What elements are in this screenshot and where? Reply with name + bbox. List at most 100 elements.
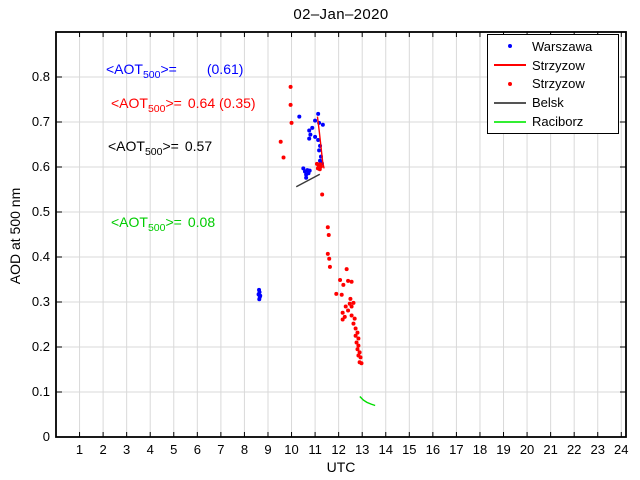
series-line-strzyzow <box>316 116 325 169</box>
data-point-warszawa <box>317 148 322 153</box>
y-tick-label: 0.6 <box>32 159 50 174</box>
aot-annotation-text: <AOT <box>111 95 148 111</box>
aot-annotation-text: 500 <box>147 221 166 234</box>
x-tick-label: 21 <box>543 442 557 457</box>
data-point-strzyzow <box>355 330 360 335</box>
data-point-strzyzow <box>318 164 323 169</box>
data-point-strzyzow <box>356 336 361 341</box>
y-tick-label: 0.2 <box>32 339 50 354</box>
aot-annotation-text: >= <box>162 138 179 154</box>
legend-marker <box>508 44 512 49</box>
x-tick-label: 17 <box>449 442 463 457</box>
aot-annotation-text: 0.64 (0.35) <box>187 95 256 111</box>
legend-item-strzyzow: Strzyzow <box>488 56 618 74</box>
data-point-warszawa <box>313 118 318 123</box>
data-point-strzyzow <box>288 102 293 107</box>
data-point-strzyzow <box>340 317 345 322</box>
data-point-strzyzow <box>357 350 362 355</box>
x-tick-label: 8 <box>241 442 248 457</box>
data-point-warszawa <box>316 138 321 142</box>
data-point-warszawa <box>304 175 309 180</box>
data-point-strzyzow <box>358 355 363 360</box>
data-point-strzyzow <box>338 277 343 282</box>
x-tick-label: 3 <box>123 442 130 457</box>
aot-annotation-text: >= <box>165 214 182 230</box>
data-point-strzyzow <box>346 308 351 313</box>
data-point-strzyzow <box>327 264 332 269</box>
data-point-strzyzow <box>354 340 359 345</box>
aot-annotation-warszawa: <AOT500>= (0.61) <box>106 61 243 81</box>
legend-marker <box>508 81 512 86</box>
data-point-strzyzow <box>344 267 349 272</box>
data-point-strzyzow <box>352 316 357 321</box>
data-point-strzyzow <box>349 313 354 318</box>
data-point-warszawa <box>320 122 325 127</box>
legend-label: Warszawa <box>532 38 593 54</box>
data-point-strzyzow <box>325 251 330 256</box>
aot-annotation-text: 0.08 <box>187 214 216 230</box>
x-axis-label: UTC <box>326 459 356 475</box>
aot-annotation-strzyzow: <AOT500>= 0.64 (0.35) <box>111 95 256 115</box>
x-tick-label: 18 <box>473 442 487 457</box>
aot-annotation-belsk: <AOT500>= 0.57 <box>108 138 212 158</box>
line-sample-icon <box>488 64 532 67</box>
aot-annotation-text: 500 <box>142 68 161 81</box>
chart-title: 02–Jan–2020 <box>293 6 389 23</box>
x-tick-label: 6 <box>194 442 201 457</box>
data-point-warszawa <box>257 290 262 295</box>
legend-label: Belsk <box>532 95 564 111</box>
data-point-warszawa <box>301 166 306 171</box>
line-sample-icon <box>488 101 532 104</box>
data-point-strzyzow <box>349 279 354 284</box>
data-point-warszawa <box>310 125 315 130</box>
x-tick-label: 12 <box>331 442 345 457</box>
x-tick-label: 9 <box>264 442 271 457</box>
data-point-strzyzow <box>359 361 364 366</box>
y-tick-label: 0.4 <box>32 249 50 264</box>
data-point-warszawa <box>308 132 313 137</box>
data-point-strzyzow <box>351 300 356 305</box>
y-tick-label: 0.5 <box>32 204 50 219</box>
aot-annotation-text: >= <box>165 95 182 111</box>
data-point-warszawa <box>307 168 312 173</box>
x-tick-label: 16 <box>426 442 440 457</box>
data-point-warszawa <box>307 128 312 133</box>
dot-marker-icon <box>488 44 532 49</box>
data-point-strzyzow <box>342 314 347 319</box>
x-tick-label: 7 <box>217 442 224 457</box>
aot-annotation-text: 500 <box>144 145 163 158</box>
data-point-strzyzow <box>339 292 344 297</box>
legend-label: Strzyzow <box>532 57 585 73</box>
data-point-strzyzow <box>356 343 361 348</box>
dot-marker-icon <box>488 81 532 86</box>
x-tick-label: 14 <box>379 442 393 457</box>
aot-annotation-text: (0.61) <box>206 61 244 77</box>
data-point-strzyzow <box>326 232 331 237</box>
axes-border <box>55 31 627 438</box>
aot-annotation-text: <AOT <box>108 138 145 154</box>
data-point-warszawa <box>257 297 262 302</box>
data-point-strzyzow <box>348 296 353 301</box>
data-point-warszawa <box>316 111 321 116</box>
x-tick-label: 13 <box>355 442 369 457</box>
data-point-strzyzow <box>327 256 332 261</box>
series-line-belsk <box>295 173 321 188</box>
data-point-strzyzow <box>353 333 358 338</box>
legend-item-warszawa: Warszawa <box>488 37 618 55</box>
line-sample-icon <box>488 120 532 123</box>
x-tick-label: 5 <box>170 442 177 457</box>
data-point-strzyzow <box>289 120 294 125</box>
aot-annotation-raciborz: <AOT500>= 0.08 <box>111 214 215 234</box>
legend: Warszawa Strzyzow Strzyzow Belsk Raciborz <box>487 34 619 134</box>
data-point-strzyzow <box>355 347 360 352</box>
data-point-warszawa <box>297 114 302 119</box>
data-point-strzyzow <box>334 291 339 296</box>
x-tick-label: 1 <box>76 442 83 457</box>
x-tick-label: 4 <box>147 442 154 457</box>
aot-annotation-text: <AOT <box>111 214 148 230</box>
aot-annotation-text: >= <box>160 61 177 77</box>
y-tick-label: 0.3 <box>32 294 50 309</box>
y-tick-label: 0 <box>43 429 50 444</box>
data-point-strzyzow <box>341 282 346 287</box>
